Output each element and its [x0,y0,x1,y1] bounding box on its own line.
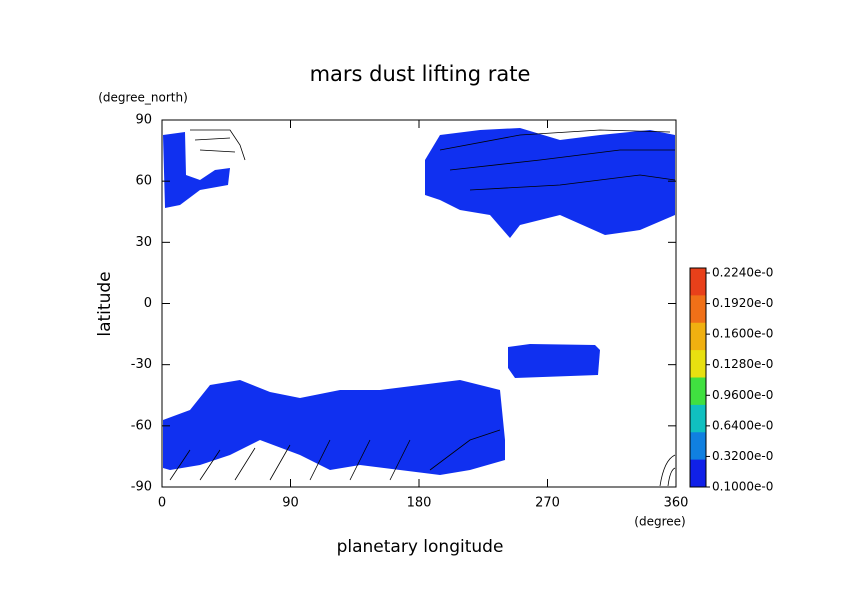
colorbar-swatch [690,295,706,324]
colorbar-swatch [690,322,706,351]
colorbar-swatch [690,350,706,378]
colorbar-swatch [690,432,706,461]
y-tick-label: -60 [131,418,152,433]
colorbar-swatch [690,377,706,406]
colorbar-label: 0.3200e-0 [712,449,773,463]
y-tick-label: 60 [135,174,152,189]
y-tick-label: 30 [135,235,152,250]
chart-title: mars dust lifting rate [310,62,531,86]
colorbar-label: 0.1280e-0 [712,357,773,371]
x-unit: (degree) [634,515,685,529]
x-tick-label: 270 [535,496,560,511]
colorbar-swatch [690,404,706,433]
x-tick-label: 360 [664,496,689,511]
colorbar-label: 0.1000e-0 [712,480,773,494]
x-tick-label: 90 [282,496,299,511]
x-tick-label: 180 [407,496,432,511]
y-tick-label: 0 [144,296,152,311]
y-tick-label: -90 [131,480,152,495]
y-tick-label: 90 [135,113,152,128]
x-axis-title: planetary longitude [337,537,504,557]
colorbar-swatch [690,459,706,488]
y-unit: (degree_north) [98,91,188,105]
colorbar-label: 0.9600e-0 [712,388,773,402]
colorbar-label: 0.1600e-0 [712,327,773,341]
y-axis-title: latitude [95,271,115,336]
colorbar-label: 0.2240e-0 [712,266,773,280]
y-tick-label: -30 [131,357,152,372]
field [163,128,676,487]
colorbar-label: 0.6400e-0 [712,418,773,432]
x-tick-label: 0 [158,496,166,511]
colorbar-swatch [690,268,706,296]
colorbar-frame [689,267,707,488]
colorbar-label: 0.1920e-0 [712,296,773,310]
